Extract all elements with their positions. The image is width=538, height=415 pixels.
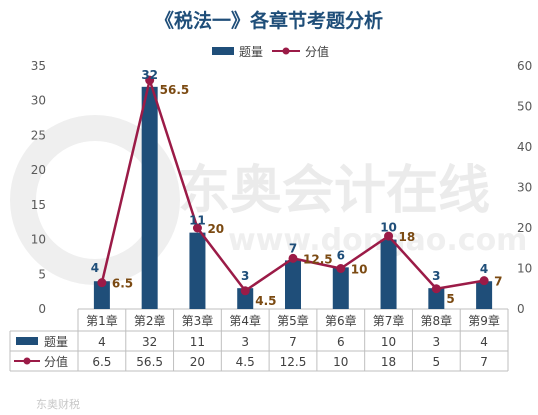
line-value-label: 7 xyxy=(494,275,502,289)
table-line-marker xyxy=(23,357,31,365)
y-right-tick-label: 10 xyxy=(517,262,532,276)
table-cell: 3 xyxy=(241,335,249,349)
line-value-label: 6.5 xyxy=(112,277,133,291)
y-right-tick-label: 60 xyxy=(517,59,532,73)
line-point xyxy=(431,284,441,294)
legend-line-label: 分值 xyxy=(305,44,329,59)
y-left-tick-label: 10 xyxy=(31,233,46,247)
table-cell: 10 xyxy=(381,335,396,349)
y-right-tick-label: 0 xyxy=(517,302,525,316)
table-cell: 20 xyxy=(190,355,205,369)
line-point xyxy=(288,253,298,263)
bar xyxy=(189,232,206,309)
bar xyxy=(476,281,493,309)
category-label: 第9章 xyxy=(468,313,500,328)
bar-value-label: 6 xyxy=(337,248,345,262)
y-left-tick-label: 5 xyxy=(38,267,46,281)
legend: 题量 分值 xyxy=(212,44,329,59)
category-label: 第1章 xyxy=(86,313,118,328)
y-right-tick-label: 40 xyxy=(517,140,532,154)
bar-value-label: 7 xyxy=(289,241,297,255)
line-point xyxy=(479,276,489,286)
table-cell: 11 xyxy=(190,335,205,349)
table-cell: 3 xyxy=(433,335,441,349)
bar xyxy=(93,281,110,309)
table-row-label: 题量 xyxy=(44,335,68,349)
legend-bar-label: 题量 xyxy=(239,45,263,59)
y-left-tick-label: 15 xyxy=(31,198,46,212)
y-right-tick-label: 50 xyxy=(517,100,532,114)
category-label: 第4章 xyxy=(229,313,261,328)
line-point xyxy=(97,278,107,288)
bar xyxy=(428,288,445,309)
bars xyxy=(93,86,493,309)
bar-value-label: 10 xyxy=(380,221,397,235)
y-left-tick-label: 30 xyxy=(31,94,46,108)
watermark-logo-icon xyxy=(10,115,180,285)
watermark-brand: 东奥会计在线 xyxy=(178,161,490,221)
table-cell: 12.5 xyxy=(280,355,307,369)
watermark-domain: www.dongao.com xyxy=(228,223,527,258)
bar-value-label: 4 xyxy=(480,262,488,276)
line-point xyxy=(240,286,250,296)
table-cell: 4.5 xyxy=(236,355,255,369)
table-cell: 5 xyxy=(433,355,441,369)
line-value-label: 10 xyxy=(351,263,368,277)
category-label: 第8章 xyxy=(421,313,453,328)
y-right-tick-label: 30 xyxy=(517,181,532,195)
y-left-tick-label: 35 xyxy=(31,59,46,73)
line-value-label: 12.5 xyxy=(303,252,333,266)
table-cell: 7 xyxy=(480,355,488,369)
bar-value-label: 3 xyxy=(432,269,440,283)
chart-title: 《税法一》各章节考题分析 xyxy=(155,9,383,32)
y-left-tick-label: 0 xyxy=(38,302,46,316)
bar xyxy=(332,267,349,309)
table-cell: 6 xyxy=(337,335,345,349)
bar-value-label: 11 xyxy=(189,214,206,228)
table-cell: 56.5 xyxy=(136,355,163,369)
line-point xyxy=(192,223,202,233)
table-cell: 4 xyxy=(98,335,106,349)
line-value-label: 4.5 xyxy=(255,294,276,308)
table-bar-swatch xyxy=(16,337,38,345)
line-point xyxy=(384,231,394,241)
category-label: 第3章 xyxy=(182,313,214,328)
table-cell: 18 xyxy=(381,355,396,369)
y-right-tick-label: 20 xyxy=(517,221,532,235)
category-label: 第5章 xyxy=(277,313,309,328)
bar xyxy=(141,86,158,309)
line-value-label: 56.5 xyxy=(160,83,190,97)
table-row-label: 分值 xyxy=(44,354,68,369)
line-value-label: 5 xyxy=(446,292,454,306)
bar xyxy=(285,260,301,309)
bar-value-label: 3 xyxy=(241,269,249,283)
category-label: 第6章 xyxy=(325,313,357,328)
legend-line-marker xyxy=(282,47,290,55)
bar-value-label: 4 xyxy=(91,261,99,275)
watermark: 东奥会计在线 www.dongao.com xyxy=(10,115,527,285)
line-value-label: 18 xyxy=(399,230,416,244)
bar xyxy=(380,239,397,309)
line-point xyxy=(145,75,155,85)
table-cell: 7 xyxy=(289,335,297,349)
table-cell: 10 xyxy=(333,355,348,369)
table-cell: 4 xyxy=(480,335,488,349)
line-series xyxy=(97,75,489,296)
footer-watermark: 东奥财税 xyxy=(36,397,80,411)
y-left-tick-label: 25 xyxy=(31,128,46,142)
category-label: 第2章 xyxy=(134,313,166,328)
bar-value-label: 32 xyxy=(141,68,158,82)
table-cell: 6.5 xyxy=(92,355,111,369)
bar xyxy=(237,288,254,309)
legend-bar-swatch xyxy=(212,47,234,55)
line-point xyxy=(336,264,346,273)
y-left-tick-label: 20 xyxy=(31,163,46,177)
line-value-label: 20 xyxy=(207,222,224,236)
category-label: 第7章 xyxy=(373,313,405,328)
table-cell: 32 xyxy=(142,335,157,349)
